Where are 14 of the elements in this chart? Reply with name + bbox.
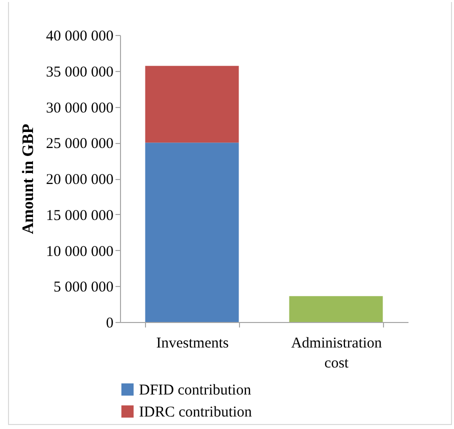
- x-tick-label: Administration cost: [291, 336, 382, 372]
- x-tick-label: Investments: [156, 336, 229, 352]
- y-tick-label: 30 000 000: [46, 100, 114, 116]
- y-tick-label: 40 000 000: [46, 28, 114, 44]
- y-tick-label: 15 000 000: [46, 208, 114, 224]
- y-tick-label: 25 000 000: [46, 136, 114, 152]
- legend-label: IDRC contribution: [139, 404, 252, 420]
- y-tick-label: 20 000 000: [46, 172, 114, 188]
- y-tick-label: 10 000 000: [46, 244, 114, 260]
- legend-label: DFID contribution: [139, 382, 252, 398]
- y-tick-label: 5 000 000: [54, 280, 114, 296]
- y-tick-label: 0: [106, 316, 114, 332]
- y-tick-label: 35 000 000: [46, 64, 114, 80]
- y-axis-title: Amount in GBP: [20, 124, 37, 234]
